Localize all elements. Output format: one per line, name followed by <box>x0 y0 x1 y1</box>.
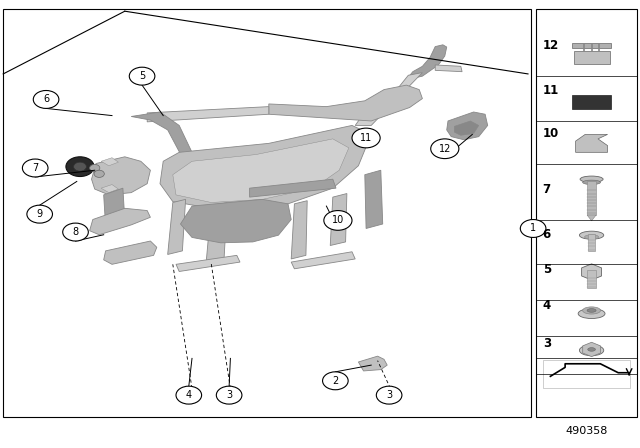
Circle shape <box>376 386 402 404</box>
Text: 10: 10 <box>543 127 559 140</box>
Polygon shape <box>435 65 462 72</box>
Text: 1: 1 <box>530 224 536 233</box>
Circle shape <box>94 170 104 177</box>
Text: 9: 9 <box>36 209 43 219</box>
Text: 5: 5 <box>139 71 145 81</box>
Ellipse shape <box>578 309 605 319</box>
Polygon shape <box>104 188 125 226</box>
FancyBboxPatch shape <box>572 95 611 109</box>
Polygon shape <box>447 112 488 140</box>
Text: 3: 3 <box>543 337 551 350</box>
Text: 5: 5 <box>543 263 551 276</box>
Polygon shape <box>575 134 607 152</box>
Ellipse shape <box>582 307 600 314</box>
Text: 490358: 490358 <box>565 426 608 436</box>
Text: 3: 3 <box>226 390 232 400</box>
Polygon shape <box>104 241 157 264</box>
Text: 4: 4 <box>543 299 551 312</box>
Circle shape <box>66 157 94 177</box>
FancyBboxPatch shape <box>572 43 611 48</box>
Text: 7: 7 <box>32 163 38 173</box>
Polygon shape <box>147 107 269 122</box>
Polygon shape <box>365 170 383 228</box>
Ellipse shape <box>588 348 595 351</box>
Circle shape <box>431 139 459 159</box>
Circle shape <box>520 220 546 237</box>
Circle shape <box>176 386 202 404</box>
Ellipse shape <box>584 235 598 239</box>
Ellipse shape <box>580 176 603 182</box>
Polygon shape <box>206 202 227 263</box>
Circle shape <box>323 372 348 390</box>
Circle shape <box>63 223 88 241</box>
Polygon shape <box>101 158 118 166</box>
Text: 12: 12 <box>438 144 451 154</box>
Circle shape <box>216 386 242 404</box>
Polygon shape <box>269 85 422 121</box>
Polygon shape <box>291 201 307 259</box>
Polygon shape <box>160 125 371 211</box>
Polygon shape <box>92 157 150 195</box>
FancyBboxPatch shape <box>588 234 595 251</box>
Polygon shape <box>355 73 422 125</box>
Polygon shape <box>330 194 347 246</box>
Text: 10: 10 <box>332 215 344 225</box>
Text: 2: 2 <box>332 376 339 386</box>
Polygon shape <box>131 112 192 158</box>
Polygon shape <box>587 215 596 221</box>
Text: 4: 4 <box>186 390 192 400</box>
FancyBboxPatch shape <box>587 270 596 288</box>
Circle shape <box>74 162 86 171</box>
Ellipse shape <box>582 180 600 185</box>
Polygon shape <box>454 121 479 135</box>
FancyBboxPatch shape <box>587 181 596 215</box>
Polygon shape <box>90 208 150 235</box>
Polygon shape <box>250 179 336 197</box>
FancyBboxPatch shape <box>573 51 609 64</box>
Text: 7: 7 <box>543 183 551 196</box>
Text: 6: 6 <box>43 95 49 104</box>
Circle shape <box>324 211 352 230</box>
Polygon shape <box>176 255 240 271</box>
Text: 11: 11 <box>543 84 559 97</box>
FancyBboxPatch shape <box>3 9 531 417</box>
FancyBboxPatch shape <box>536 9 637 417</box>
Circle shape <box>129 67 155 85</box>
Polygon shape <box>406 45 447 80</box>
Circle shape <box>33 90 59 108</box>
Polygon shape <box>180 199 291 243</box>
Polygon shape <box>358 356 387 371</box>
Polygon shape <box>173 139 349 202</box>
Text: 6: 6 <box>543 228 551 241</box>
Circle shape <box>90 164 100 172</box>
Ellipse shape <box>579 231 604 239</box>
Text: 11: 11 <box>360 133 372 143</box>
Polygon shape <box>101 185 118 193</box>
Circle shape <box>22 159 48 177</box>
Ellipse shape <box>587 309 596 312</box>
Text: 3: 3 <box>386 390 392 400</box>
Text: 8: 8 <box>72 227 79 237</box>
Polygon shape <box>291 252 355 269</box>
Circle shape <box>27 205 52 223</box>
Ellipse shape <box>579 345 604 356</box>
Text: 12: 12 <box>543 39 559 52</box>
Polygon shape <box>168 199 186 254</box>
Circle shape <box>352 128 380 148</box>
